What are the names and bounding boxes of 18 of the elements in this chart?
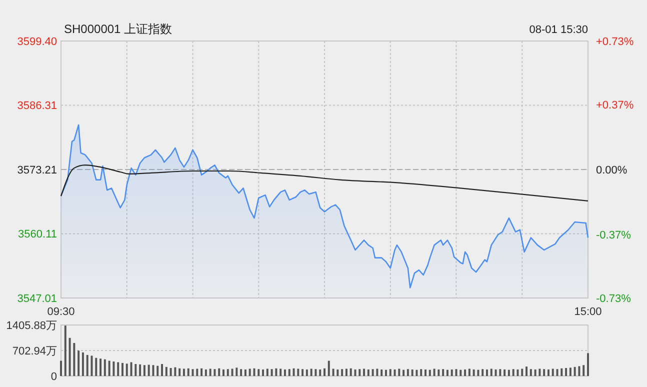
x-tick-label: 09:30 [47,306,75,318]
chart-title: SH000001 上证指数 [64,22,172,36]
y-tick-label: 3560.11 [18,228,57,241]
y-tick-label: 3586.31 [17,100,57,112]
y2-tick-label: -0.73% [596,293,632,305]
y-tick-label: 3573.21 [17,164,57,176]
y-tick-label: 3547.01 [17,293,57,305]
y-tick-label: 1405.88万 [6,320,57,332]
y-tick-label: 3599.40 [17,36,57,48]
y2-tick-label: +0.73% [596,36,634,48]
y2-tick-label: -0.37% [596,230,632,242]
y2-tick-label: +0.37% [596,99,634,112]
y-tick-label: 0 [50,371,57,383]
text: 08-01 15:30 [529,24,588,36]
y-tick-label: 702.94万 [12,346,57,358]
y2-tick-label: 0.00% [596,164,628,176]
line-series [60,164,589,202]
x-tick-label: 15:00 [574,306,602,318]
